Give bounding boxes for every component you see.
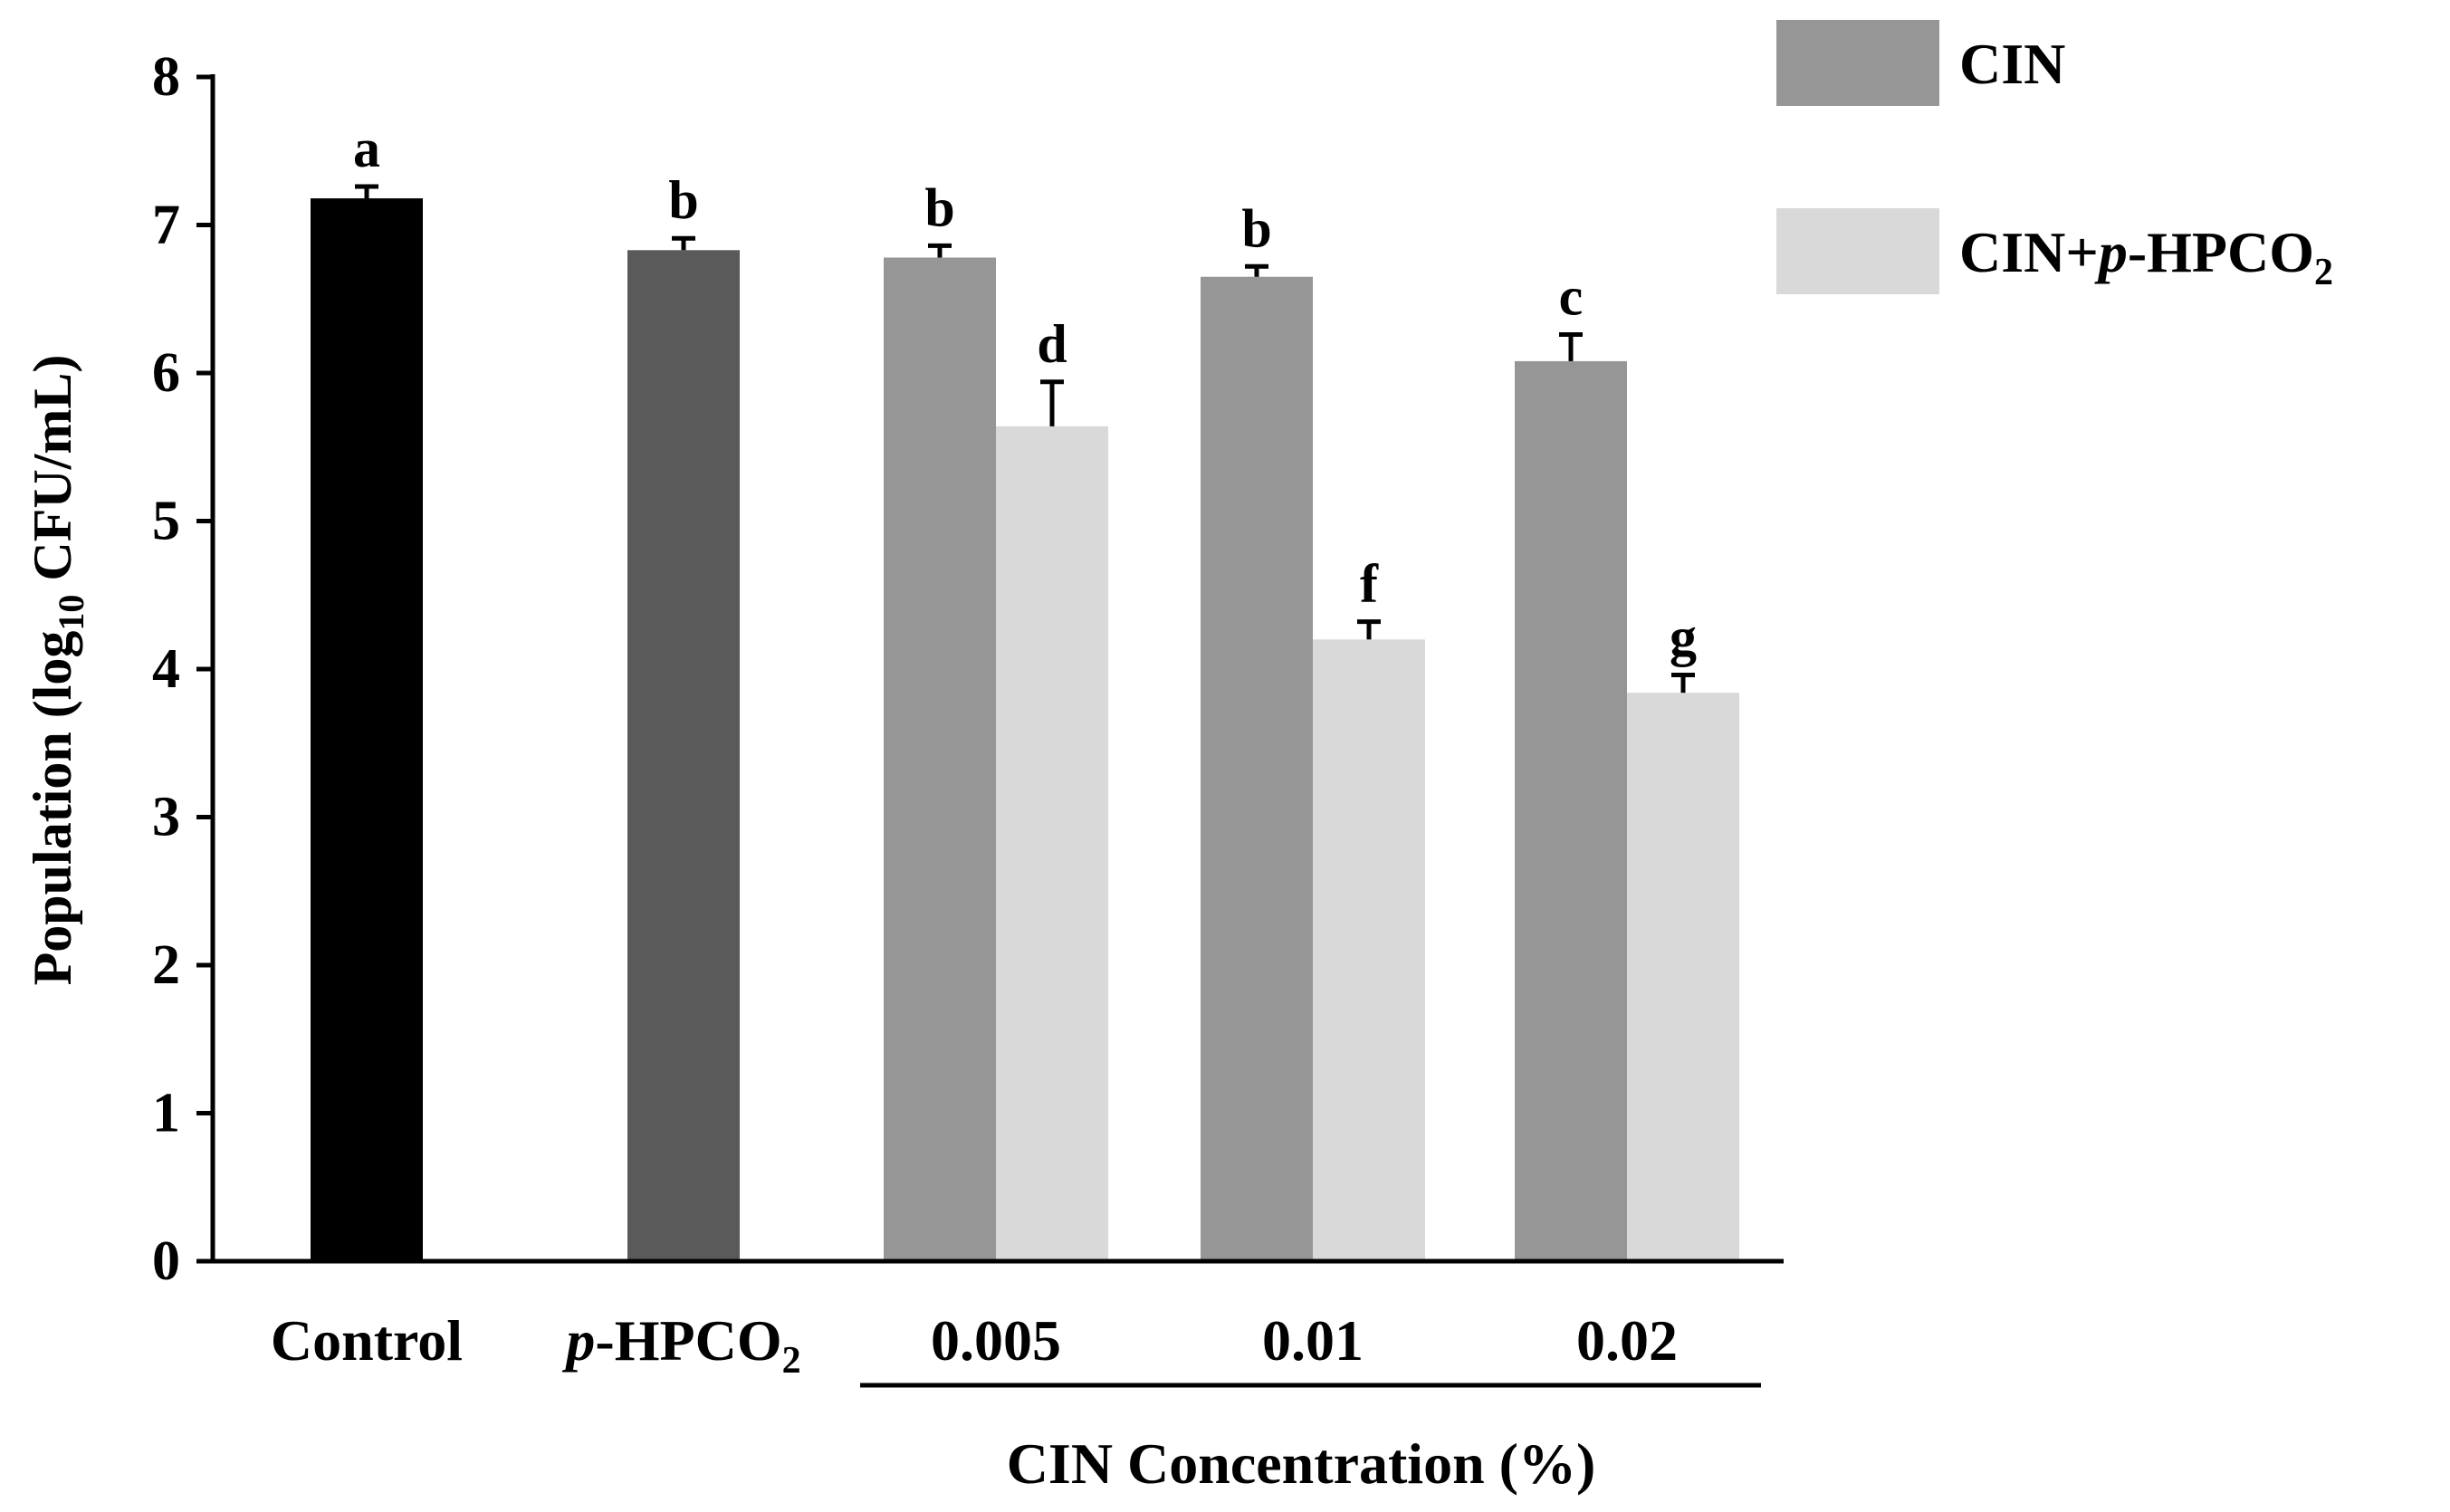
significance-letter-0: a <box>353 119 380 178</box>
bar-cin-6 <box>1515 360 1627 1261</box>
legend: CIN CIN+p-HPCO2 <box>1776 20 2333 294</box>
bar-control-0 <box>311 198 423 1261</box>
significance-letter-5: f <box>1360 554 1379 614</box>
x-axis-title: CIN Concentration (%) <box>1007 1431 1596 1496</box>
bar-cin-2 <box>884 257 996 1262</box>
y-tick-label-3: 3 <box>152 787 180 848</box>
significance-letter-6: c <box>1559 266 1584 326</box>
y-tick-label-1: 1 <box>152 1083 180 1144</box>
significance-letter-4: b <box>1241 198 1271 258</box>
significance-letter-1: b <box>668 170 698 230</box>
legend-label-cin: CIN <box>1959 32 2065 96</box>
x-tick-label-1: p-HPCO2 <box>561 1308 800 1382</box>
x-tick-label-0: Control <box>271 1308 463 1373</box>
x-tick-label-3: 0.01 <box>1262 1308 1364 1373</box>
y-tick-label-8: 8 <box>152 46 180 108</box>
y-tick-label-6: 6 <box>152 342 180 404</box>
y-tick-label-7: 7 <box>152 195 180 256</box>
significance-letter-3: d <box>1037 314 1067 374</box>
legend-label-combo: CIN+p-HPCO2 <box>1959 220 2333 293</box>
bar-combo-3 <box>996 426 1108 1261</box>
significance-letter-2: b <box>924 177 954 237</box>
x-tick-label-4: 0.02 <box>1576 1308 1678 1373</box>
bar-combo-5 <box>1313 639 1425 1261</box>
bar-combo-7 <box>1627 693 1739 1261</box>
y-axis-title: Population (log10 CFU/mL) <box>23 355 91 986</box>
x-tick-label-2: 0.005 <box>931 1308 1061 1373</box>
legend-swatch-combo <box>1776 208 1939 294</box>
axes: 0 1 2 3 4 5 6 7 8 Population (log10 CFU/mL) Contro… <box>23 46 1784 1496</box>
bar-cin-4 <box>1201 276 1313 1262</box>
y-tick-label-4: 4 <box>152 638 180 700</box>
bars: a b b d b f c g <box>311 119 1739 1262</box>
y-tick-label-2: 2 <box>152 934 180 996</box>
significance-letter-7: g <box>1670 608 1697 667</box>
y-tick-label-0: 0 <box>152 1230 180 1292</box>
y-tick-label-5: 5 <box>152 491 180 552</box>
legend-swatch-cin <box>1776 20 1939 106</box>
bar-phpco2-1 <box>627 250 740 1261</box>
